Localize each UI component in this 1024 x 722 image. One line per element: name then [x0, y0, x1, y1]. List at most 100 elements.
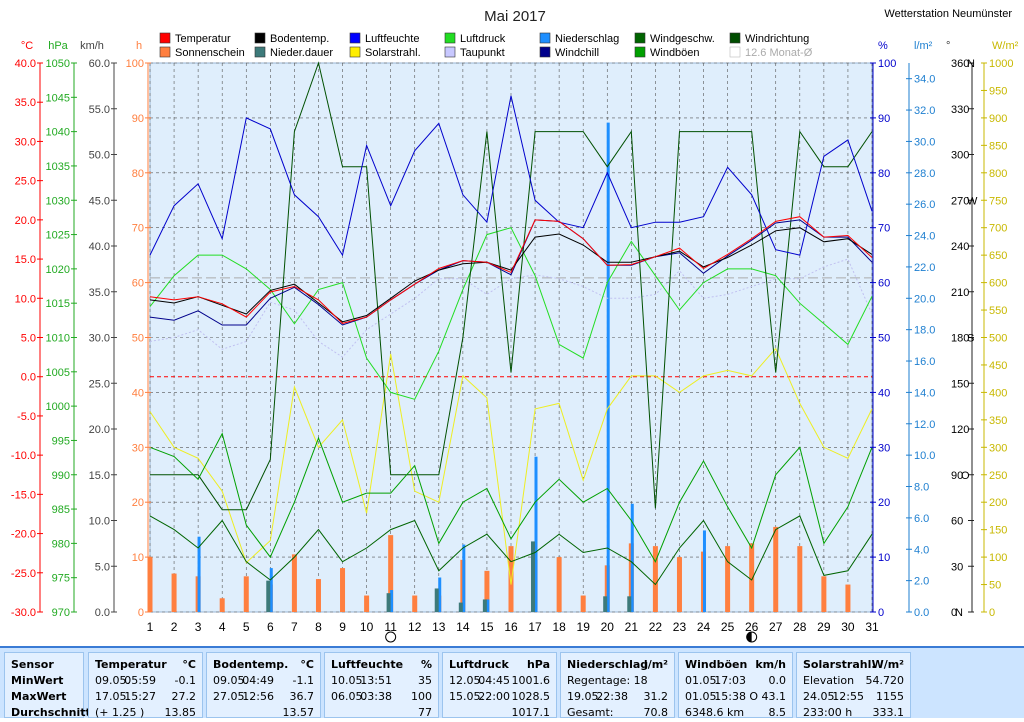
x-tick-label: 3 [195, 620, 202, 634]
tick-label: 1005 [46, 367, 70, 379]
tick-label: 90 [951, 470, 963, 482]
tick-label: 985 [52, 504, 70, 516]
legend-swatch [349, 46, 361, 58]
sunshine-bar [171, 573, 177, 612]
legend-label: Windchill [555, 47, 599, 59]
legend-swatch [539, 32, 551, 44]
stats-value: 0.0 [768, 674, 787, 687]
tick-label: 60 [132, 278, 144, 290]
stats-date: 6348.6 km [685, 706, 745, 719]
stats-niederschlag: Niederschlag l/m² Regentage: 18 19.05. 22:… [560, 652, 675, 719]
stats-time: 15:27 [124, 690, 156, 703]
tick-label: 240 [951, 241, 969, 253]
legend-label: Niederschlag [555, 33, 619, 45]
sunshine-bar [652, 546, 658, 612]
stats-unit: °C [300, 658, 314, 671]
stats-value: 27.2 [171, 690, 197, 703]
stats-time: 04:49 [242, 674, 274, 687]
stats-value: 36.7 [289, 690, 315, 703]
rain-duration-bar [386, 593, 391, 612]
tick-label: 40.0 [15, 58, 36, 70]
stats-value: 333.1 [872, 706, 905, 719]
tick-label: 20.0 [89, 424, 110, 436]
stats-date: Elevation [803, 674, 855, 687]
tick-label: 50 [878, 333, 890, 345]
stats-bodentemp: Bodentemp. °C 09.05. 04:49 -1.1 27.05. 12:56… [206, 652, 321, 719]
weather-chart: Mai 2017 Wetterstation Neumünster -30.0 -… [10, 8, 1019, 643]
x-tick-label: 18 [552, 620, 566, 634]
tick-label: 50 [132, 333, 144, 345]
tick-label: 1030 [46, 195, 70, 207]
sunshine-bar [773, 526, 779, 612]
series-line-windchill [149, 219, 873, 326]
tick-label: 300 [989, 442, 1007, 454]
x-tick-label: 24 [697, 620, 711, 634]
tick-label: 330 [951, 104, 969, 116]
tick-label: 0.0 [21, 372, 36, 384]
rain-duration-bar [627, 596, 632, 612]
tick-label: 34.0 [914, 74, 935, 86]
x-tick-label: 22 [649, 620, 663, 634]
stats-date: 27.05. [213, 690, 248, 703]
tick-label: 22.0 [914, 262, 935, 274]
stats-value: 54.720 [865, 674, 905, 687]
tick-label: 1000 [989, 58, 1013, 70]
tick-label: 60 [878, 278, 890, 290]
series-line-windben [149, 432, 873, 563]
x-tick-label: 19 [577, 620, 591, 634]
x-tick-label: 8 [315, 620, 322, 634]
sunshine-bar [749, 543, 755, 612]
tick-label: 1050 [46, 58, 70, 70]
x-tick-label: 11 [384, 620, 397, 634]
tick-label: 8.0 [914, 482, 929, 494]
tick-label: 30.0 [914, 136, 935, 148]
stats-label: MaxWert [11, 690, 67, 703]
sunshine-bar [388, 535, 394, 612]
stats-label: Durchschnitt [11, 706, 91, 719]
tick-label: 400 [989, 387, 1007, 399]
stats-date: 19.05. [567, 690, 602, 703]
legend-label: Windrichtung [745, 33, 809, 45]
rain-bar [390, 590, 394, 612]
stats-header: Luftfeuchte [331, 658, 404, 671]
tick-label: -30.0 [11, 607, 36, 619]
rain-bar [197, 536, 201, 612]
tick-label: 100 [989, 552, 1007, 564]
stats-time: 12:56 [242, 690, 274, 703]
stats-value: 8.5 [768, 706, 787, 719]
chart-title: Mai 2017 [484, 8, 546, 25]
direction-label: O [961, 470, 970, 482]
sunshine-bar [484, 570, 490, 612]
tick-label: 20.0 [914, 293, 935, 305]
stats-header: Niederschlag [567, 658, 649, 671]
tick-label: 250 [989, 470, 1007, 482]
sunshine-bar [219, 598, 225, 612]
tick-label: 980 [52, 538, 70, 550]
x-tick-label: 29 [817, 620, 831, 634]
tick-label: 45.0 [89, 195, 110, 207]
tick-label: 1025 [46, 230, 70, 242]
axis-unit: ° [946, 40, 950, 52]
legend: Temperatur Bodentemp. Luftfeuchte Luftdruck… [159, 32, 813, 59]
tick-label: 100 [878, 58, 896, 70]
stats-value: 70.8 [643, 706, 669, 719]
tick-label: 2.0 [914, 576, 929, 588]
moon-shade [746, 632, 752, 642]
tick-label: 900 [989, 113, 1007, 125]
tick-label: 5.0 [21, 333, 36, 345]
x-tick-label: 12 [408, 620, 422, 634]
axis-unit: % [878, 40, 888, 52]
legend-label: Windgeschw. [650, 33, 715, 45]
stats-unit: °C [182, 658, 196, 671]
x-tick-label: 13 [432, 620, 446, 634]
stats-value: 35 [418, 674, 432, 687]
x-tick-label: 10 [360, 620, 374, 634]
tick-label: 25.0 [15, 176, 36, 188]
direction-label: S [967, 333, 974, 345]
stats-time: 05:59 [124, 674, 156, 687]
tick-label: 970 [52, 607, 70, 619]
rain-duration-bar [482, 599, 487, 612]
tick-label: 35.0 [15, 97, 36, 109]
tick-label: 210 [951, 287, 969, 299]
stats-date: 01.05. [685, 690, 720, 703]
